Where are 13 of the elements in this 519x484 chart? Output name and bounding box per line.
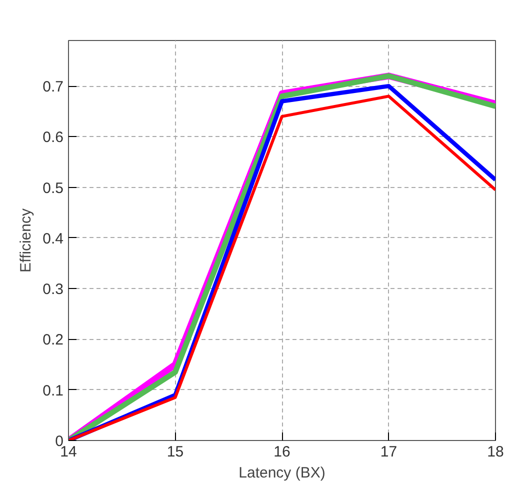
y-axis-title: Efficiency (18, 208, 35, 272)
x-tick-label: 18 (487, 444, 504, 460)
x-axis-title: Latency (BX) (238, 464, 326, 482)
x-tick-label: 16 (274, 444, 290, 460)
x-tick-label: 17 (380, 444, 398, 460)
y-tick-label: 0.3 (42, 281, 64, 298)
y-tick-label: 0.1 (42, 382, 64, 400)
y-tick-label: 0.6 (42, 129, 64, 146)
y-tick-label: 0.5 (42, 180, 64, 197)
x-tick-label: 15 (166, 444, 184, 460)
y-tick-label: 0.2 (42, 332, 64, 349)
y-tick-label: 0.4 (42, 230, 64, 248)
y-tick-label: 0.7 (42, 78, 64, 96)
